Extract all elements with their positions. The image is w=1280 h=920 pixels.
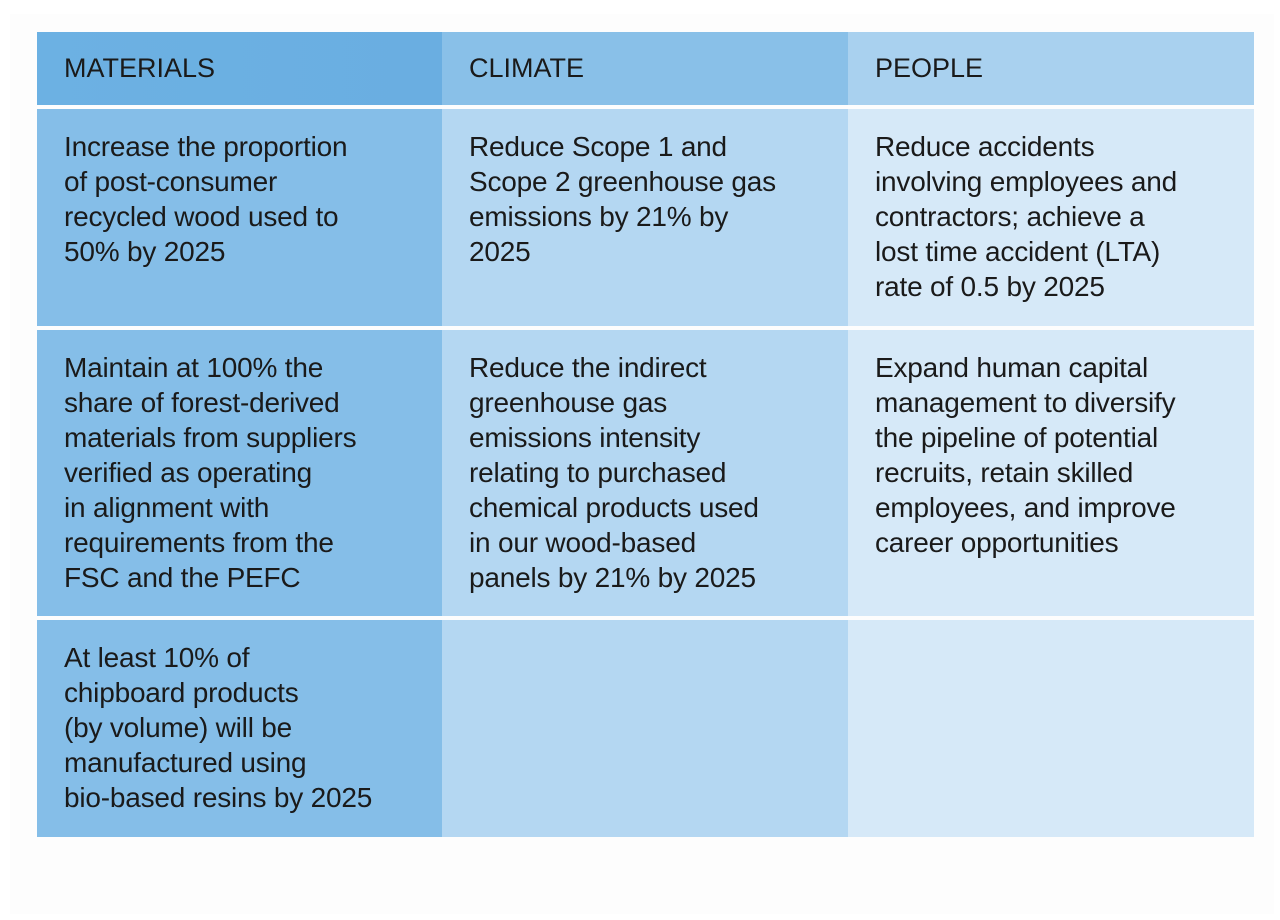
cell-line: At least 10% of (64, 642, 250, 673)
cell-row1-people: Reduce accidents involving employees and… (848, 109, 1254, 326)
cell-row1-materials: Increase the proportion of post-consumer… (37, 109, 442, 326)
cell-line: in alignment with (64, 492, 270, 523)
cell-line: emissions intensity (469, 422, 701, 453)
header-people: PEOPLE (848, 32, 1254, 105)
cell-row2-climate: Reduce the indirect greenhouse gas emiss… (442, 330, 848, 616)
cell-line: requirements from the (64, 527, 334, 558)
cell-line: Reduce Scope 1 and (469, 131, 727, 162)
cell-line: management to diversify (875, 387, 1176, 418)
header-people-label: PEOPLE (875, 53, 984, 83)
cell-line: panels by 21% by 2025 (469, 562, 756, 593)
header-climate: CLIMATE (442, 32, 848, 105)
cell-line: chemical products used (469, 492, 759, 523)
cell-line: contractors; achieve a (875, 201, 1145, 232)
cell-line: Expand human capital (875, 352, 1149, 383)
cell-line: the pipeline of potential (875, 422, 1158, 453)
targets-table: MATERIALS CLIMATE PEOPLE Increase the pr… (37, 32, 1254, 837)
cell-line: bio-based resins by 2025 (64, 782, 373, 813)
cell-line: recruits, retain skilled (875, 457, 1134, 488)
cell-line: Increase the proportion (64, 131, 348, 162)
cell-line: greenhouse gas (469, 387, 668, 418)
cell-line: share of forest-derived (64, 387, 340, 418)
cell-line: Reduce accidents (875, 131, 1095, 162)
header-climate-label: CLIMATE (469, 53, 585, 83)
cell-line: rate of 0.5 by 2025 (875, 271, 1105, 302)
cell-row2-people: Expand human capital management to diver… (848, 330, 1254, 616)
header-materials-label: MATERIALS (64, 53, 216, 83)
cell-line: employees, and improve (875, 492, 1176, 523)
cell-line: chipboard products (64, 677, 299, 708)
cell-row3-people-empty (848, 620, 1254, 837)
cell-line: in our wood-based (469, 527, 696, 558)
cell-line: 2025 (469, 236, 531, 267)
cell-line: lost time accident (LTA) (875, 236, 1161, 267)
cell-row3-climate-empty (442, 620, 848, 837)
cell-row1-climate: Reduce Scope 1 and Scope 2 greenhouse ga… (442, 109, 848, 326)
cell-line: 50% by 2025 (64, 236, 226, 267)
cell-line: FSC and the PEFC (64, 562, 301, 593)
cell-line: Reduce the indirect (469, 352, 707, 383)
cell-line: emissions by 21% by (469, 201, 729, 232)
cell-line: of post-consumer (64, 166, 278, 197)
cell-line: Maintain at 100% the (64, 352, 324, 383)
cell-line: materials from suppliers (64, 422, 357, 453)
cell-row2-materials: Maintain at 100% the share of forest-der… (37, 330, 442, 616)
cell-line: verified as operating (64, 457, 312, 488)
cell-line: relating to purchased (469, 457, 727, 488)
cell-line: Scope 2 greenhouse gas (469, 166, 776, 197)
cell-line: (by volume) will be (64, 712, 293, 743)
cell-row3-materials: At least 10% of chipboard products (by v… (37, 620, 442, 837)
header-materials: MATERIALS (37, 32, 442, 105)
cell-line: manufactured using (64, 747, 307, 778)
cell-line: career opportunities (875, 527, 1119, 558)
cell-line: involving employees and (875, 166, 1178, 197)
cell-line: recycled wood used to (64, 201, 339, 232)
